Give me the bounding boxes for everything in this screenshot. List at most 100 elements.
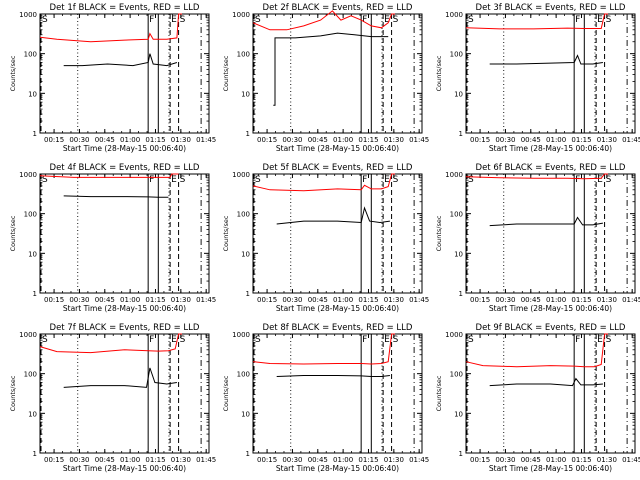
y-axis-label: Counts/sec xyxy=(435,55,443,91)
y-tick-label: 1000 xyxy=(232,331,250,339)
x-tick-label: 01:45 xyxy=(196,136,216,144)
x-tick-label: 00:30 xyxy=(495,296,515,304)
panel-title: Det 3f BLACK = Events, RED = LLD xyxy=(476,3,626,13)
marker-label: E xyxy=(384,15,390,25)
x-tick-label: 01:45 xyxy=(196,296,216,304)
series-line-events xyxy=(489,377,603,387)
marker-label: F xyxy=(149,335,154,345)
x-tick-label: 00:15 xyxy=(257,296,277,304)
x-axis-label: Start Time (28-May-15 00:06:40) xyxy=(63,304,186,313)
series-line-events xyxy=(489,54,603,65)
marker-label: F xyxy=(575,335,580,345)
series-line-events xyxy=(276,375,390,377)
marker-label: S xyxy=(255,175,261,185)
detector-panel: Det 3f BLACK = Events, RED = LLD 1 10 100 10… xyxy=(435,3,640,153)
panel-title: Det 9f BLACK = Events, RED = LLD xyxy=(476,323,626,333)
y-tick-label: 1 xyxy=(33,130,37,138)
marker-label: E xyxy=(384,335,390,345)
x-tick-label: 00:30 xyxy=(69,456,89,464)
y-tick-label: 10 xyxy=(241,410,250,418)
x-tick-label: 00:30 xyxy=(69,296,89,304)
y-tick-label: 1000 xyxy=(19,171,37,179)
x-tick-label: 00:15 xyxy=(257,136,277,144)
x-tick-label: 00:30 xyxy=(69,136,89,144)
series-line-events xyxy=(63,195,169,198)
marker-label: E xyxy=(384,175,390,185)
marker-label: E xyxy=(597,15,603,25)
marker-label: S xyxy=(393,15,399,25)
x-tick-label: 01:30 xyxy=(597,136,617,144)
y-tick-label: 10 xyxy=(28,250,37,258)
series-line-lld xyxy=(465,13,608,30)
y-tick-label: 1000 xyxy=(19,331,37,339)
detector-panel: Det 6f BLACK = Events, RED = LLD 1 10 100 10… xyxy=(435,163,640,313)
marker-label: F xyxy=(575,15,580,25)
x-tick-label: 01:15 xyxy=(358,296,378,304)
x-tick-label: 01:30 xyxy=(384,296,404,304)
panel-title: Det 2f BLACK = Events, RED = LLD xyxy=(263,3,413,13)
series-line-lld xyxy=(465,173,608,180)
series-line-events xyxy=(276,206,390,225)
x-tick-label: 01:00 xyxy=(333,296,353,304)
series-line-events xyxy=(63,367,177,388)
panel-title: Det 7f BLACK = Events, RED = LLD xyxy=(50,323,200,333)
marker-label: F xyxy=(362,15,367,25)
plot-frame xyxy=(252,173,423,294)
series-line-events xyxy=(63,53,178,67)
y-tick-label: 1 xyxy=(33,290,37,298)
panel-title: Det 5f BLACK = Events, RED = LLD xyxy=(263,163,413,173)
y-tick-label: 1 xyxy=(459,290,463,298)
x-tick-label: 00:15 xyxy=(470,456,490,464)
x-tick-label: 01:30 xyxy=(384,456,404,464)
marker-label: S xyxy=(42,175,48,185)
x-tick-label: 00:15 xyxy=(470,296,490,304)
plot-frame xyxy=(252,13,423,134)
x-tick-label: 00:45 xyxy=(95,136,115,144)
y-tick-label: 1000 xyxy=(445,11,463,19)
x-tick-label: 01:30 xyxy=(171,136,191,144)
x-tick-label: 00:15 xyxy=(470,136,490,144)
y-tick-label: 1 xyxy=(459,450,463,458)
y-tick-label: 10 xyxy=(454,410,463,418)
x-tick-label: 01:45 xyxy=(622,456,640,464)
x-tick-label: 01:00 xyxy=(120,456,140,464)
y-axis-label: Counts/sec xyxy=(435,375,443,411)
detector-panel: Det 7f BLACK = Events, RED = LLD 1 10 100 10… xyxy=(9,323,216,473)
panel-title: Det 4f BLACK = Events, RED = LLD xyxy=(50,163,200,173)
marker-label: F xyxy=(362,175,367,185)
y-tick-label: 1000 xyxy=(445,331,463,339)
x-tick-label: 00:30 xyxy=(282,136,302,144)
x-tick-label: 01:00 xyxy=(333,456,353,464)
plot-frame xyxy=(39,173,210,294)
x-tick-label: 01:30 xyxy=(597,296,617,304)
x-tick-label: 00:30 xyxy=(282,456,302,464)
x-tick-label: 01:45 xyxy=(622,136,640,144)
x-tick-label: 01:00 xyxy=(546,456,566,464)
series-line-lld xyxy=(252,333,395,365)
x-axis-label: Start Time (28-May-15 00:06:40) xyxy=(63,464,186,473)
marker-label: S xyxy=(468,175,474,185)
y-axis-label: Counts/sec xyxy=(222,215,230,251)
y-axis-label: Counts/sec xyxy=(9,215,17,251)
x-tick-label: 01:15 xyxy=(145,296,165,304)
x-axis-label: Start Time (28-May-15 00:06:40) xyxy=(63,144,186,153)
x-axis-label: Start Time (28-May-15 00:06:40) xyxy=(489,304,612,313)
marker-label: E xyxy=(171,175,177,185)
y-tick-label: 1 xyxy=(246,290,250,298)
y-tick-label: 1 xyxy=(459,130,463,138)
y-axis-label: Counts/sec xyxy=(435,215,443,251)
marker-label: E xyxy=(171,15,177,25)
marker-label: S xyxy=(42,15,48,25)
y-tick-label: 100 xyxy=(450,371,463,379)
y-axis-label: Counts/sec xyxy=(9,375,17,411)
marker-label: F xyxy=(149,15,154,25)
y-tick-label: 100 xyxy=(450,51,463,59)
x-tick-label: 00:45 xyxy=(521,456,541,464)
x-tick-label: 00:15 xyxy=(44,456,64,464)
detector-panel: Det 9f BLACK = Events, RED = LLD 1 10 100 10… xyxy=(435,323,640,473)
y-tick-label: 100 xyxy=(24,211,37,219)
x-tick-label: 01:45 xyxy=(409,456,429,464)
x-axis-label: Start Time (28-May-15 00:06:40) xyxy=(489,464,612,473)
x-tick-label: 01:00 xyxy=(120,296,140,304)
